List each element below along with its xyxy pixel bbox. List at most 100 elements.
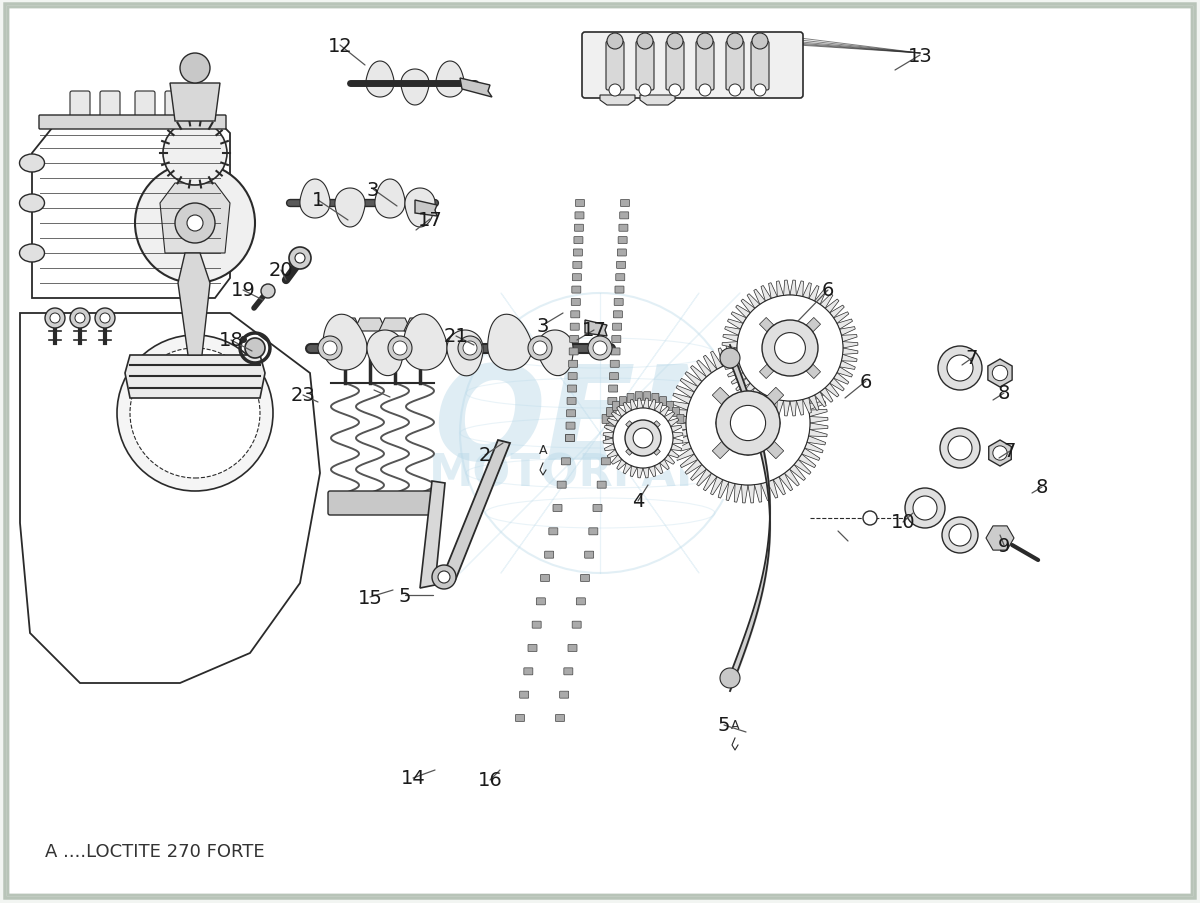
Text: A: A <box>731 719 739 731</box>
FancyBboxPatch shape <box>562 459 570 465</box>
Polygon shape <box>734 484 742 503</box>
Circle shape <box>641 450 646 454</box>
Polygon shape <box>764 441 784 460</box>
Polygon shape <box>703 474 718 491</box>
FancyBboxPatch shape <box>328 491 437 516</box>
Circle shape <box>786 321 793 329</box>
Circle shape <box>722 281 858 416</box>
Polygon shape <box>300 180 330 219</box>
Circle shape <box>992 446 1007 461</box>
Polygon shape <box>779 356 793 374</box>
Text: MOTORPARTS: MOTORPARTS <box>428 452 772 495</box>
Circle shape <box>613 408 673 469</box>
Polygon shape <box>722 349 737 355</box>
Circle shape <box>720 349 740 368</box>
Circle shape <box>607 34 623 50</box>
Polygon shape <box>798 379 816 393</box>
FancyBboxPatch shape <box>564 668 572 675</box>
Circle shape <box>754 85 766 97</box>
Polygon shape <box>367 330 403 377</box>
FancyBboxPatch shape <box>635 392 642 401</box>
Polygon shape <box>790 401 797 416</box>
Polygon shape <box>604 433 613 439</box>
Polygon shape <box>404 319 436 331</box>
FancyBboxPatch shape <box>593 505 602 512</box>
Circle shape <box>100 313 110 323</box>
Polygon shape <box>630 400 637 411</box>
Polygon shape <box>710 352 722 370</box>
Circle shape <box>187 216 203 232</box>
Polygon shape <box>790 465 805 481</box>
FancyBboxPatch shape <box>636 42 654 91</box>
FancyBboxPatch shape <box>751 42 769 91</box>
Circle shape <box>752 34 768 50</box>
Polygon shape <box>727 368 743 377</box>
FancyBboxPatch shape <box>613 312 623 319</box>
FancyBboxPatch shape <box>8 8 1192 895</box>
FancyBboxPatch shape <box>576 200 584 208</box>
Circle shape <box>295 254 305 264</box>
FancyBboxPatch shape <box>516 714 524 721</box>
Polygon shape <box>727 320 743 330</box>
Circle shape <box>762 321 818 377</box>
Circle shape <box>720 668 740 688</box>
FancyBboxPatch shape <box>660 397 667 406</box>
Circle shape <box>604 398 683 479</box>
Polygon shape <box>536 330 574 377</box>
Polygon shape <box>676 449 695 461</box>
Polygon shape <box>806 402 826 411</box>
Polygon shape <box>668 410 688 417</box>
FancyBboxPatch shape <box>575 225 583 232</box>
Text: 14: 14 <box>401 768 425 787</box>
Polygon shape <box>671 426 682 433</box>
Text: 6: 6 <box>822 281 834 300</box>
Polygon shape <box>160 184 230 254</box>
Circle shape <box>163 122 227 186</box>
Polygon shape <box>725 361 740 370</box>
Text: 16: 16 <box>478 770 503 789</box>
FancyBboxPatch shape <box>598 481 606 489</box>
Polygon shape <box>773 477 786 495</box>
Polygon shape <box>605 444 616 452</box>
Polygon shape <box>760 363 775 379</box>
Text: 17: 17 <box>582 321 606 340</box>
FancyBboxPatch shape <box>611 361 619 368</box>
Polygon shape <box>784 401 790 416</box>
Polygon shape <box>652 421 660 431</box>
FancyBboxPatch shape <box>536 598 545 605</box>
Circle shape <box>180 54 210 84</box>
Circle shape <box>76 313 85 323</box>
Circle shape <box>731 406 766 441</box>
Circle shape <box>947 356 973 382</box>
Polygon shape <box>685 460 702 475</box>
FancyBboxPatch shape <box>569 349 578 356</box>
Polygon shape <box>436 62 464 98</box>
Polygon shape <box>790 366 805 382</box>
Text: 18: 18 <box>218 331 244 350</box>
FancyBboxPatch shape <box>557 481 566 489</box>
Polygon shape <box>736 306 750 319</box>
Circle shape <box>593 341 607 356</box>
Text: 7: 7 <box>966 349 978 368</box>
Text: 12: 12 <box>328 36 353 55</box>
Polygon shape <box>794 372 811 387</box>
Text: 7: 7 <box>1004 442 1016 461</box>
Circle shape <box>463 341 478 356</box>
Circle shape <box>762 345 770 352</box>
Circle shape <box>727 34 743 50</box>
Circle shape <box>628 436 631 441</box>
Polygon shape <box>834 373 848 385</box>
Polygon shape <box>460 79 492 98</box>
Polygon shape <box>722 335 738 342</box>
Text: 15: 15 <box>358 588 383 607</box>
Polygon shape <box>790 281 797 296</box>
Circle shape <box>668 344 828 504</box>
Polygon shape <box>600 96 635 106</box>
Polygon shape <box>671 402 689 411</box>
FancyBboxPatch shape <box>606 423 616 430</box>
Polygon shape <box>840 361 856 370</box>
Circle shape <box>730 85 742 97</box>
Polygon shape <box>604 439 613 444</box>
Text: 13: 13 <box>907 46 932 65</box>
Polygon shape <box>748 388 760 403</box>
